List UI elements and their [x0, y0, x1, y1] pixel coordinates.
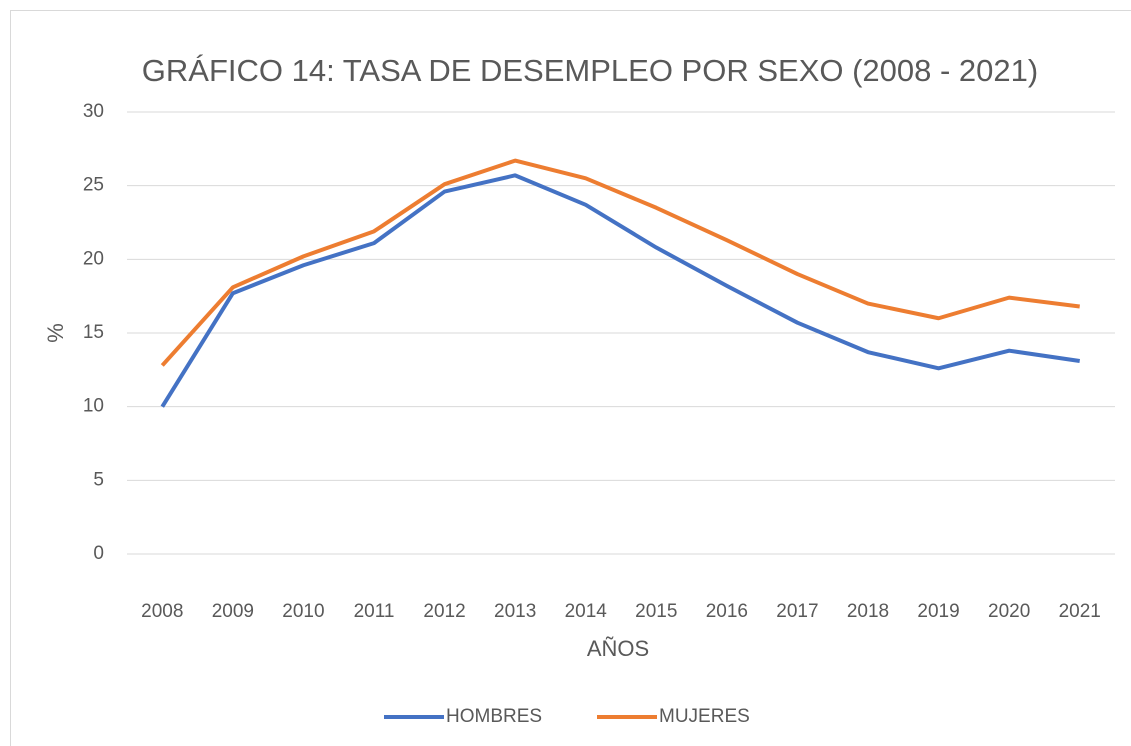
- x-axis-label: AÑOS: [587, 636, 649, 661]
- x-tick-label: 2011: [354, 601, 395, 622]
- legend-label: HOMBRES: [446, 706, 542, 727]
- x-tick-label: 2016: [706, 601, 748, 622]
- line-series: [160, 173, 1081, 408]
- y-tick-label: 15: [83, 322, 104, 343]
- x-tick-label: 2017: [776, 601, 818, 622]
- chart-frame: [10, 10, 1131, 746]
- x-tick-label: 2020: [988, 601, 1030, 622]
- x-tick-label: 2010: [282, 601, 324, 622]
- x-tick-label: 2019: [917, 601, 959, 622]
- y-axis-label: %: [43, 323, 68, 343]
- chart-title: GRÁFICO 14: TASA DE DESEMPLEO POR SEXO (…: [142, 53, 1038, 88]
- y-tick-label: 25: [83, 175, 104, 196]
- x-tick-label: 2009: [212, 601, 254, 622]
- y-tick-label: 30: [83, 101, 104, 122]
- y-tick-label: 20: [83, 248, 104, 269]
- line-series: [160, 158, 1080, 367]
- x-tick-label: 2018: [847, 601, 889, 622]
- x-tick-label: 2014: [565, 601, 608, 622]
- y-tick-label: 10: [83, 396, 104, 417]
- y-tick-label: 0: [93, 543, 104, 564]
- x-tick-label: 2012: [423, 601, 465, 622]
- x-tick-label: 2021: [1059, 601, 1101, 622]
- x-tick-label: 2008: [141, 601, 183, 622]
- x-tick-label: 2013: [494, 601, 536, 622]
- legend-label: MUJERES: [659, 706, 750, 727]
- x-tick-label: 2015: [635, 601, 677, 622]
- y-tick-label: 5: [93, 469, 104, 490]
